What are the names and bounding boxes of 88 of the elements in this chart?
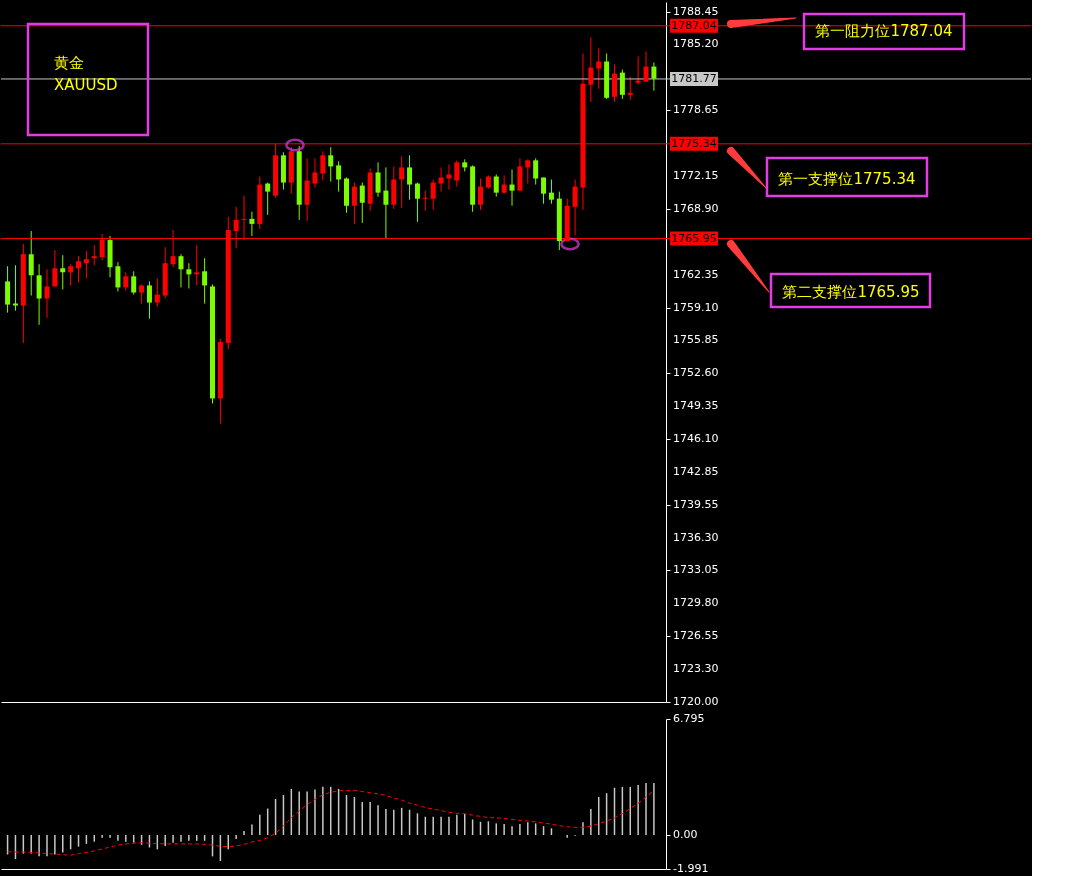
candlestick [12, 264, 18, 312]
candlestick [525, 158, 531, 185]
y-tick-label: 1749.35 [673, 398, 719, 412]
candlestick [146, 280, 152, 320]
candlestick [115, 261, 121, 292]
candlestick [533, 157, 539, 186]
y-tick-label: 1788.45 [673, 4, 719, 18]
candlestick [328, 146, 334, 183]
candlestick [351, 182, 357, 225]
y-tick-label: 1752.60 [673, 366, 719, 380]
candlestick [76, 255, 82, 283]
candlestick [414, 182, 420, 223]
candlestick [541, 177, 547, 205]
y-tick-label: 1723.30 [673, 661, 719, 675]
ref-line-label: 1765.95 [671, 231, 717, 245]
candlestick [635, 55, 641, 86]
y-tick-label: 1746.10 [673, 431, 719, 445]
candlestick [36, 263, 42, 326]
candlestick [407, 154, 413, 201]
candlestick [131, 270, 137, 296]
text: 第二支撑位1765.95 [782, 283, 920, 301]
candlestick [596, 47, 602, 90]
candlestick [154, 277, 160, 308]
ref-line-label: 1781.77 [671, 71, 717, 85]
y-tick-label: 1729.80 [673, 596, 719, 610]
candlestick [627, 76, 633, 101]
y-tick-label: 1772.15 [673, 168, 719, 182]
candlestick [139, 283, 145, 305]
candlestick [194, 244, 200, 286]
candlestick [68, 263, 74, 286]
candlestick [651, 62, 657, 92]
candlestick [202, 257, 208, 305]
candlestick [5, 265, 11, 314]
candlestick [383, 166, 389, 240]
y-tick-label: 1762.35 [673, 267, 719, 281]
ref-line-label: 1775.34 [671, 136, 717, 150]
y-tick-label: 1785.20 [673, 37, 719, 51]
candlestick [359, 182, 365, 224]
y-tick-label: 1720.00 [673, 695, 719, 708]
y-tick-label: 1778.65 [673, 103, 719, 117]
candlestick [572, 179, 578, 236]
candlestick [28, 230, 34, 297]
candlestick [123, 271, 129, 291]
candlestick [430, 179, 436, 211]
candlestick [493, 173, 499, 198]
candlestick [588, 36, 594, 103]
candlestick [320, 150, 326, 182]
candlestick [643, 50, 649, 83]
candlestick [399, 155, 405, 209]
candlestick [52, 249, 58, 287]
y-tick-label: 1739.55 [673, 497, 719, 511]
candlestick [612, 64, 617, 103]
candlestick [422, 190, 428, 212]
candlestick [509, 168, 515, 207]
y-tick-label: 1726.55 [673, 628, 719, 642]
y-tick-label: 1755.85 [673, 333, 719, 347]
candlestick [265, 182, 271, 216]
y-tick-label: 1759.10 [673, 300, 719, 314]
candlestick [83, 250, 89, 279]
candlestick [91, 244, 97, 266]
candlestick [446, 163, 452, 191]
candlestick [501, 174, 507, 195]
y-tick-label: 0.00 [673, 828, 698, 842]
candlestick [186, 262, 192, 289]
ref-line-label: 1787.04 [671, 18, 717, 32]
annotation: 黄金 [54, 54, 84, 72]
candlestick [548, 179, 554, 205]
candlestick [249, 211, 255, 237]
candlestick [478, 178, 483, 211]
candlestick [312, 157, 318, 189]
candlestick [375, 161, 381, 198]
candlestick [178, 253, 184, 288]
candlestick [44, 268, 50, 319]
y-tick-label: 1742.85 [673, 464, 719, 478]
y-tick-label: -1.991 [673, 862, 709, 875]
y-tick-label: 1768.90 [673, 201, 719, 215]
y-tick-label: 1736.30 [673, 530, 719, 544]
line-series [7, 789, 655, 856]
text: 第一支撑位1775.34 [778, 170, 916, 188]
y-tick-label: 1733.05 [673, 563, 719, 577]
candlestick [60, 254, 66, 290]
annotation: XAUUSD [54, 76, 118, 94]
y-tick-label: 6.795 [673, 712, 705, 725]
candlestick [438, 166, 444, 193]
candlestick [619, 69, 625, 100]
candlestick [454, 159, 460, 188]
text: 第一阻力位1787.04 [815, 22, 953, 40]
candlestick [336, 160, 342, 193]
